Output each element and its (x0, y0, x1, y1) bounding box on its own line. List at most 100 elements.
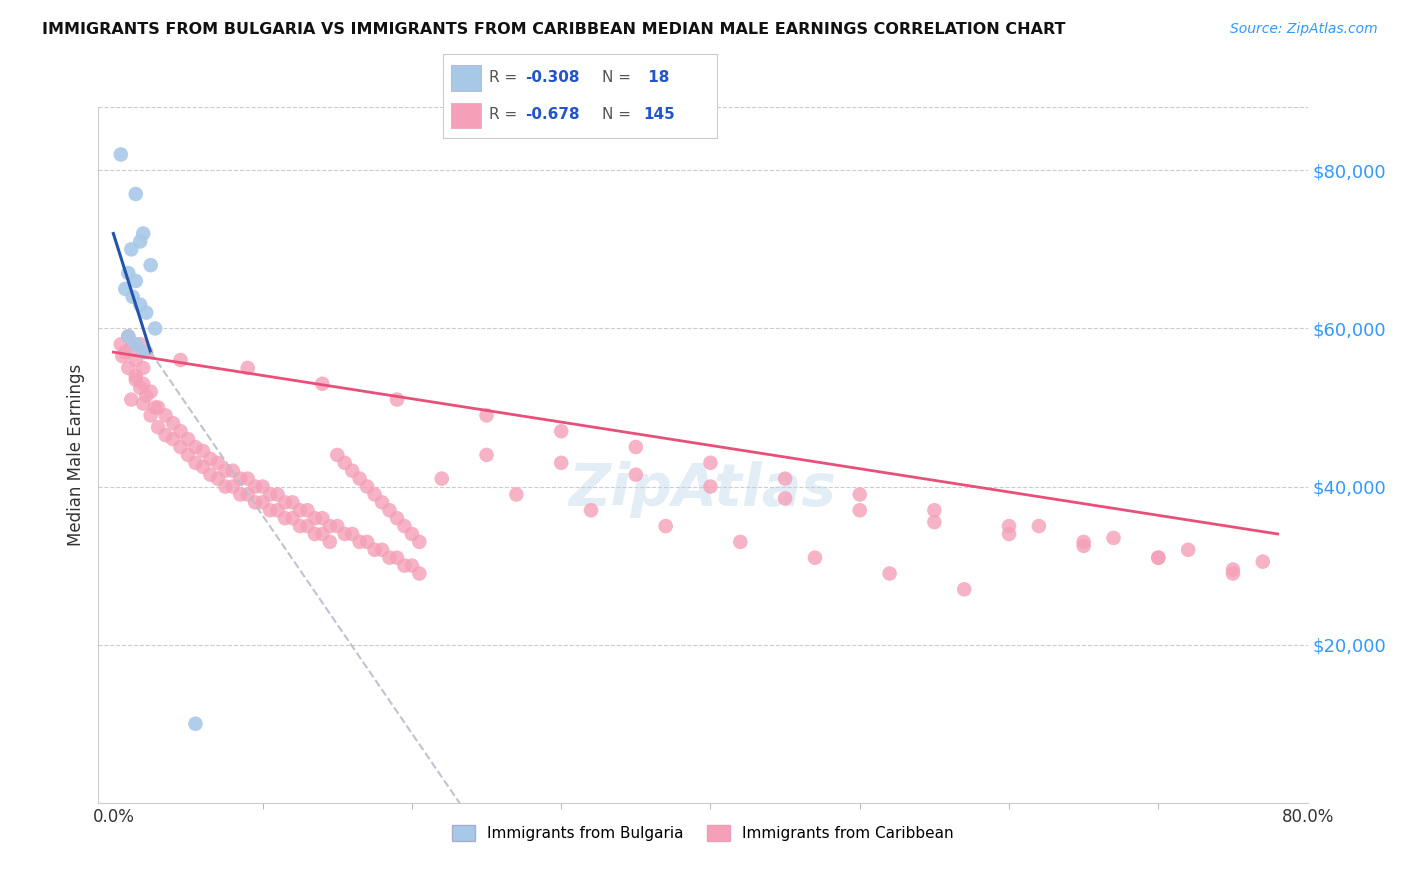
Point (624, 467, 647, 482)
Text: ZipAtlas: ZipAtlas (569, 461, 837, 518)
Point (340, 464, 363, 478)
Point (169, 353, 191, 368)
Point (200, 467, 222, 482)
Point (371, 495, 394, 509)
Point (624, 440, 647, 454)
Point (214, 479, 236, 493)
Point (401, 558, 423, 573)
Point (773, 491, 796, 506)
Point (879, 566, 901, 581)
Point (139, 409, 162, 423)
Point (143, 321, 166, 335)
Point (699, 456, 721, 470)
Point (475, 448, 498, 462)
Text: -0.308: -0.308 (526, 70, 579, 85)
Point (259, 503, 281, 517)
Point (125, 337, 148, 351)
Bar (451, 65, 481, 91)
Text: R =: R = (489, 70, 523, 85)
Point (125, 373, 148, 387)
Point (207, 456, 229, 470)
Point (121, 290, 143, 304)
Point (214, 464, 236, 478)
Point (340, 527, 363, 541)
Point (229, 472, 252, 486)
Point (1073, 534, 1095, 549)
Point (326, 448, 349, 462)
Point (110, 147, 132, 161)
Point (281, 495, 304, 509)
Point (333, 456, 356, 470)
Text: -0.678: -0.678 (526, 107, 579, 122)
Point (229, 487, 252, 501)
Point (363, 542, 385, 557)
Point (132, 361, 155, 376)
Point (297, 519, 319, 533)
Point (311, 511, 333, 525)
Point (550, 456, 572, 470)
Point (654, 519, 676, 533)
Point (129, 381, 152, 395)
Point (266, 503, 288, 517)
Point (475, 409, 498, 423)
Point (236, 361, 259, 376)
Point (252, 495, 274, 509)
Point (155, 428, 177, 442)
Point (363, 487, 385, 501)
Point (378, 503, 401, 517)
Point (349, 472, 371, 486)
Point (111, 349, 134, 363)
Point (177, 432, 200, 446)
Point (200, 451, 222, 466)
Point (356, 479, 378, 493)
Point (266, 487, 288, 501)
Point (319, 519, 342, 533)
Point (139, 384, 162, 399)
Bar (451, 103, 481, 128)
Point (125, 274, 148, 288)
Point (1102, 531, 1125, 545)
Point (236, 487, 259, 501)
Point (371, 542, 394, 557)
Point (998, 519, 1021, 533)
Point (177, 448, 200, 462)
Point (222, 479, 245, 493)
Point (385, 392, 408, 407)
Point (730, 534, 752, 549)
Point (191, 444, 214, 458)
Point (259, 487, 281, 501)
Point (1028, 519, 1050, 533)
Point (288, 519, 311, 533)
Text: Source: ZipAtlas.com: Source: ZipAtlas.com (1230, 22, 1378, 37)
Point (281, 511, 304, 525)
Text: N =: N = (602, 107, 636, 122)
Point (385, 511, 408, 525)
Point (132, 376, 155, 391)
Point (125, 368, 148, 383)
Point (243, 479, 266, 493)
Point (550, 424, 572, 438)
Point (773, 472, 796, 486)
Point (349, 534, 371, 549)
Point (401, 527, 423, 541)
Point (191, 459, 214, 474)
Point (162, 432, 184, 446)
Point (135, 345, 157, 359)
Point (117, 266, 139, 280)
Legend: Immigrants from Bulgaria, Immigrants from Caribbean: Immigrants from Bulgaria, Immigrants fro… (446, 819, 960, 847)
Point (139, 258, 162, 272)
Point (385, 550, 408, 565)
Point (326, 519, 349, 533)
Point (274, 511, 297, 525)
Point (333, 527, 356, 541)
Point (120, 341, 142, 355)
Point (953, 582, 976, 597)
Point (378, 550, 401, 565)
Point (304, 511, 326, 525)
Point (117, 329, 139, 343)
Point (184, 456, 207, 470)
Point (125, 353, 148, 368)
Point (143, 401, 166, 415)
Point (114, 282, 136, 296)
Y-axis label: Median Male Earnings: Median Male Earnings (66, 364, 84, 546)
